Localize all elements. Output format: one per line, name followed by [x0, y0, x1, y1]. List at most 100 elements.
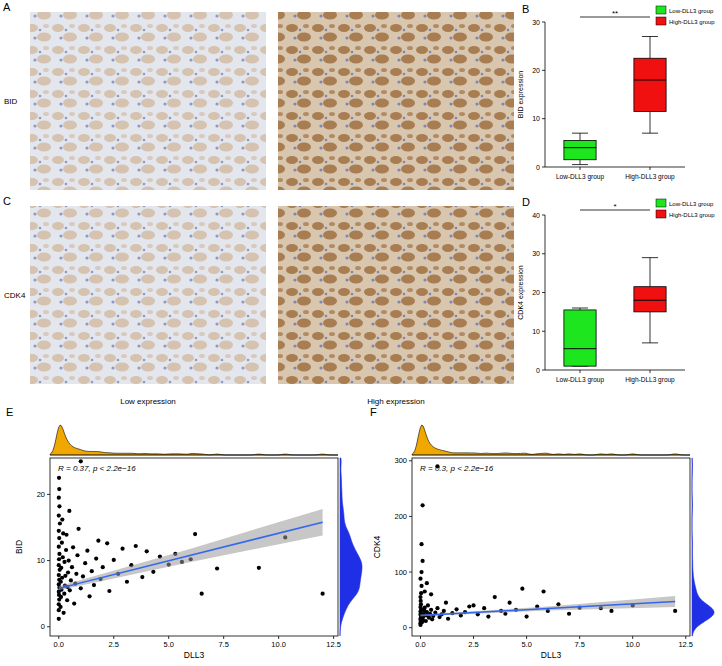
x-tick	[580, 370, 581, 373]
x-tick	[580, 167, 581, 170]
x-axis	[545, 370, 685, 371]
point	[58, 605, 62, 609]
point	[101, 565, 105, 569]
box	[564, 140, 596, 159]
point	[454, 607, 458, 611]
point	[57, 536, 61, 540]
point	[75, 553, 79, 557]
y-tick	[47, 626, 50, 627]
point	[486, 614, 490, 618]
significance: *	[613, 202, 616, 211]
point	[76, 527, 80, 531]
panel-label: D	[522, 196, 530, 208]
y-tick-label: 100	[394, 568, 407, 577]
whisker-lower	[650, 312, 651, 343]
point	[321, 592, 325, 596]
point	[467, 604, 471, 608]
legend-label: High-DLL3 group	[669, 19, 715, 25]
plot-frame	[50, 458, 338, 636]
point	[57, 487, 61, 491]
x-tick-label: 10.0	[625, 640, 640, 649]
point	[524, 614, 528, 618]
point	[444, 601, 448, 605]
point	[609, 609, 613, 613]
y-tick	[542, 70, 545, 71]
point	[105, 541, 109, 545]
y-tick-label: 0	[536, 367, 540, 374]
y-tick	[409, 460, 412, 461]
x-density	[412, 425, 690, 455]
point	[57, 513, 61, 517]
y-tick-label: 30	[532, 250, 540, 257]
point	[508, 601, 512, 605]
point	[520, 587, 524, 591]
point	[65, 598, 69, 602]
y-tick	[47, 494, 50, 495]
point	[81, 574, 85, 578]
y-density	[340, 458, 362, 636]
ihc-image	[30, 12, 266, 190]
point	[62, 560, 66, 564]
point	[57, 617, 61, 621]
point	[57, 504, 61, 508]
point	[57, 476, 61, 480]
y-tick	[542, 292, 545, 293]
x-tick	[58, 636, 59, 639]
point	[107, 589, 111, 593]
panel-label: B	[522, 3, 529, 15]
point	[64, 548, 68, 552]
point	[215, 566, 219, 570]
x-tick-label: High-DLL3 group	[625, 173, 675, 181]
x-tick	[278, 636, 279, 639]
confidence-band	[420, 596, 675, 616]
y-tick-label: 10	[37, 556, 45, 565]
point	[67, 558, 71, 562]
point	[151, 570, 155, 574]
y-tick	[409, 572, 412, 573]
point	[134, 544, 138, 548]
point	[96, 539, 100, 543]
point	[70, 565, 74, 569]
whisker-cap	[642, 36, 658, 37]
x-tick-label: Low-DLL3 group	[556, 173, 604, 181]
row-label: CDK4	[4, 291, 26, 300]
point	[140, 575, 144, 579]
column-label: Low expression	[120, 397, 176, 406]
median	[564, 147, 596, 148]
x-axis-label: DLL3	[541, 650, 562, 660]
point	[59, 595, 63, 599]
point	[61, 555, 65, 559]
legend-label: High-DLL3 group	[669, 212, 715, 218]
x-tick	[685, 636, 686, 639]
point	[59, 566, 63, 570]
point	[424, 619, 428, 623]
median	[634, 80, 666, 81]
annotation: R = 0.37, p < 2.2e−16	[58, 464, 136, 473]
whisker-cap	[572, 133, 588, 134]
point	[493, 595, 497, 599]
y-tick-label: 0	[536, 164, 540, 171]
whisker-upper	[580, 133, 581, 140]
legend-swatch	[656, 17, 666, 25]
y-tick	[47, 560, 50, 561]
y-tick-label: 300	[394, 456, 407, 465]
x-axis-label: DLL3	[184, 650, 205, 660]
y-axis-label: BID expression	[517, 71, 525, 119]
box	[564, 310, 596, 366]
point	[57, 545, 61, 549]
significance: **	[612, 9, 618, 18]
row-label: BID	[4, 97, 18, 106]
whisker-cap	[642, 257, 658, 258]
point	[60, 541, 64, 545]
x-tick	[526, 636, 527, 639]
y-tick	[542, 215, 545, 216]
x-tick-label: Low-DLL3 group	[556, 376, 604, 384]
y-tick	[542, 253, 545, 254]
median	[564, 348, 596, 349]
point	[257, 566, 261, 570]
x-tick	[113, 636, 114, 639]
boxes	[564, 258, 666, 367]
point	[69, 578, 73, 582]
point	[59, 580, 63, 584]
point	[90, 569, 94, 573]
